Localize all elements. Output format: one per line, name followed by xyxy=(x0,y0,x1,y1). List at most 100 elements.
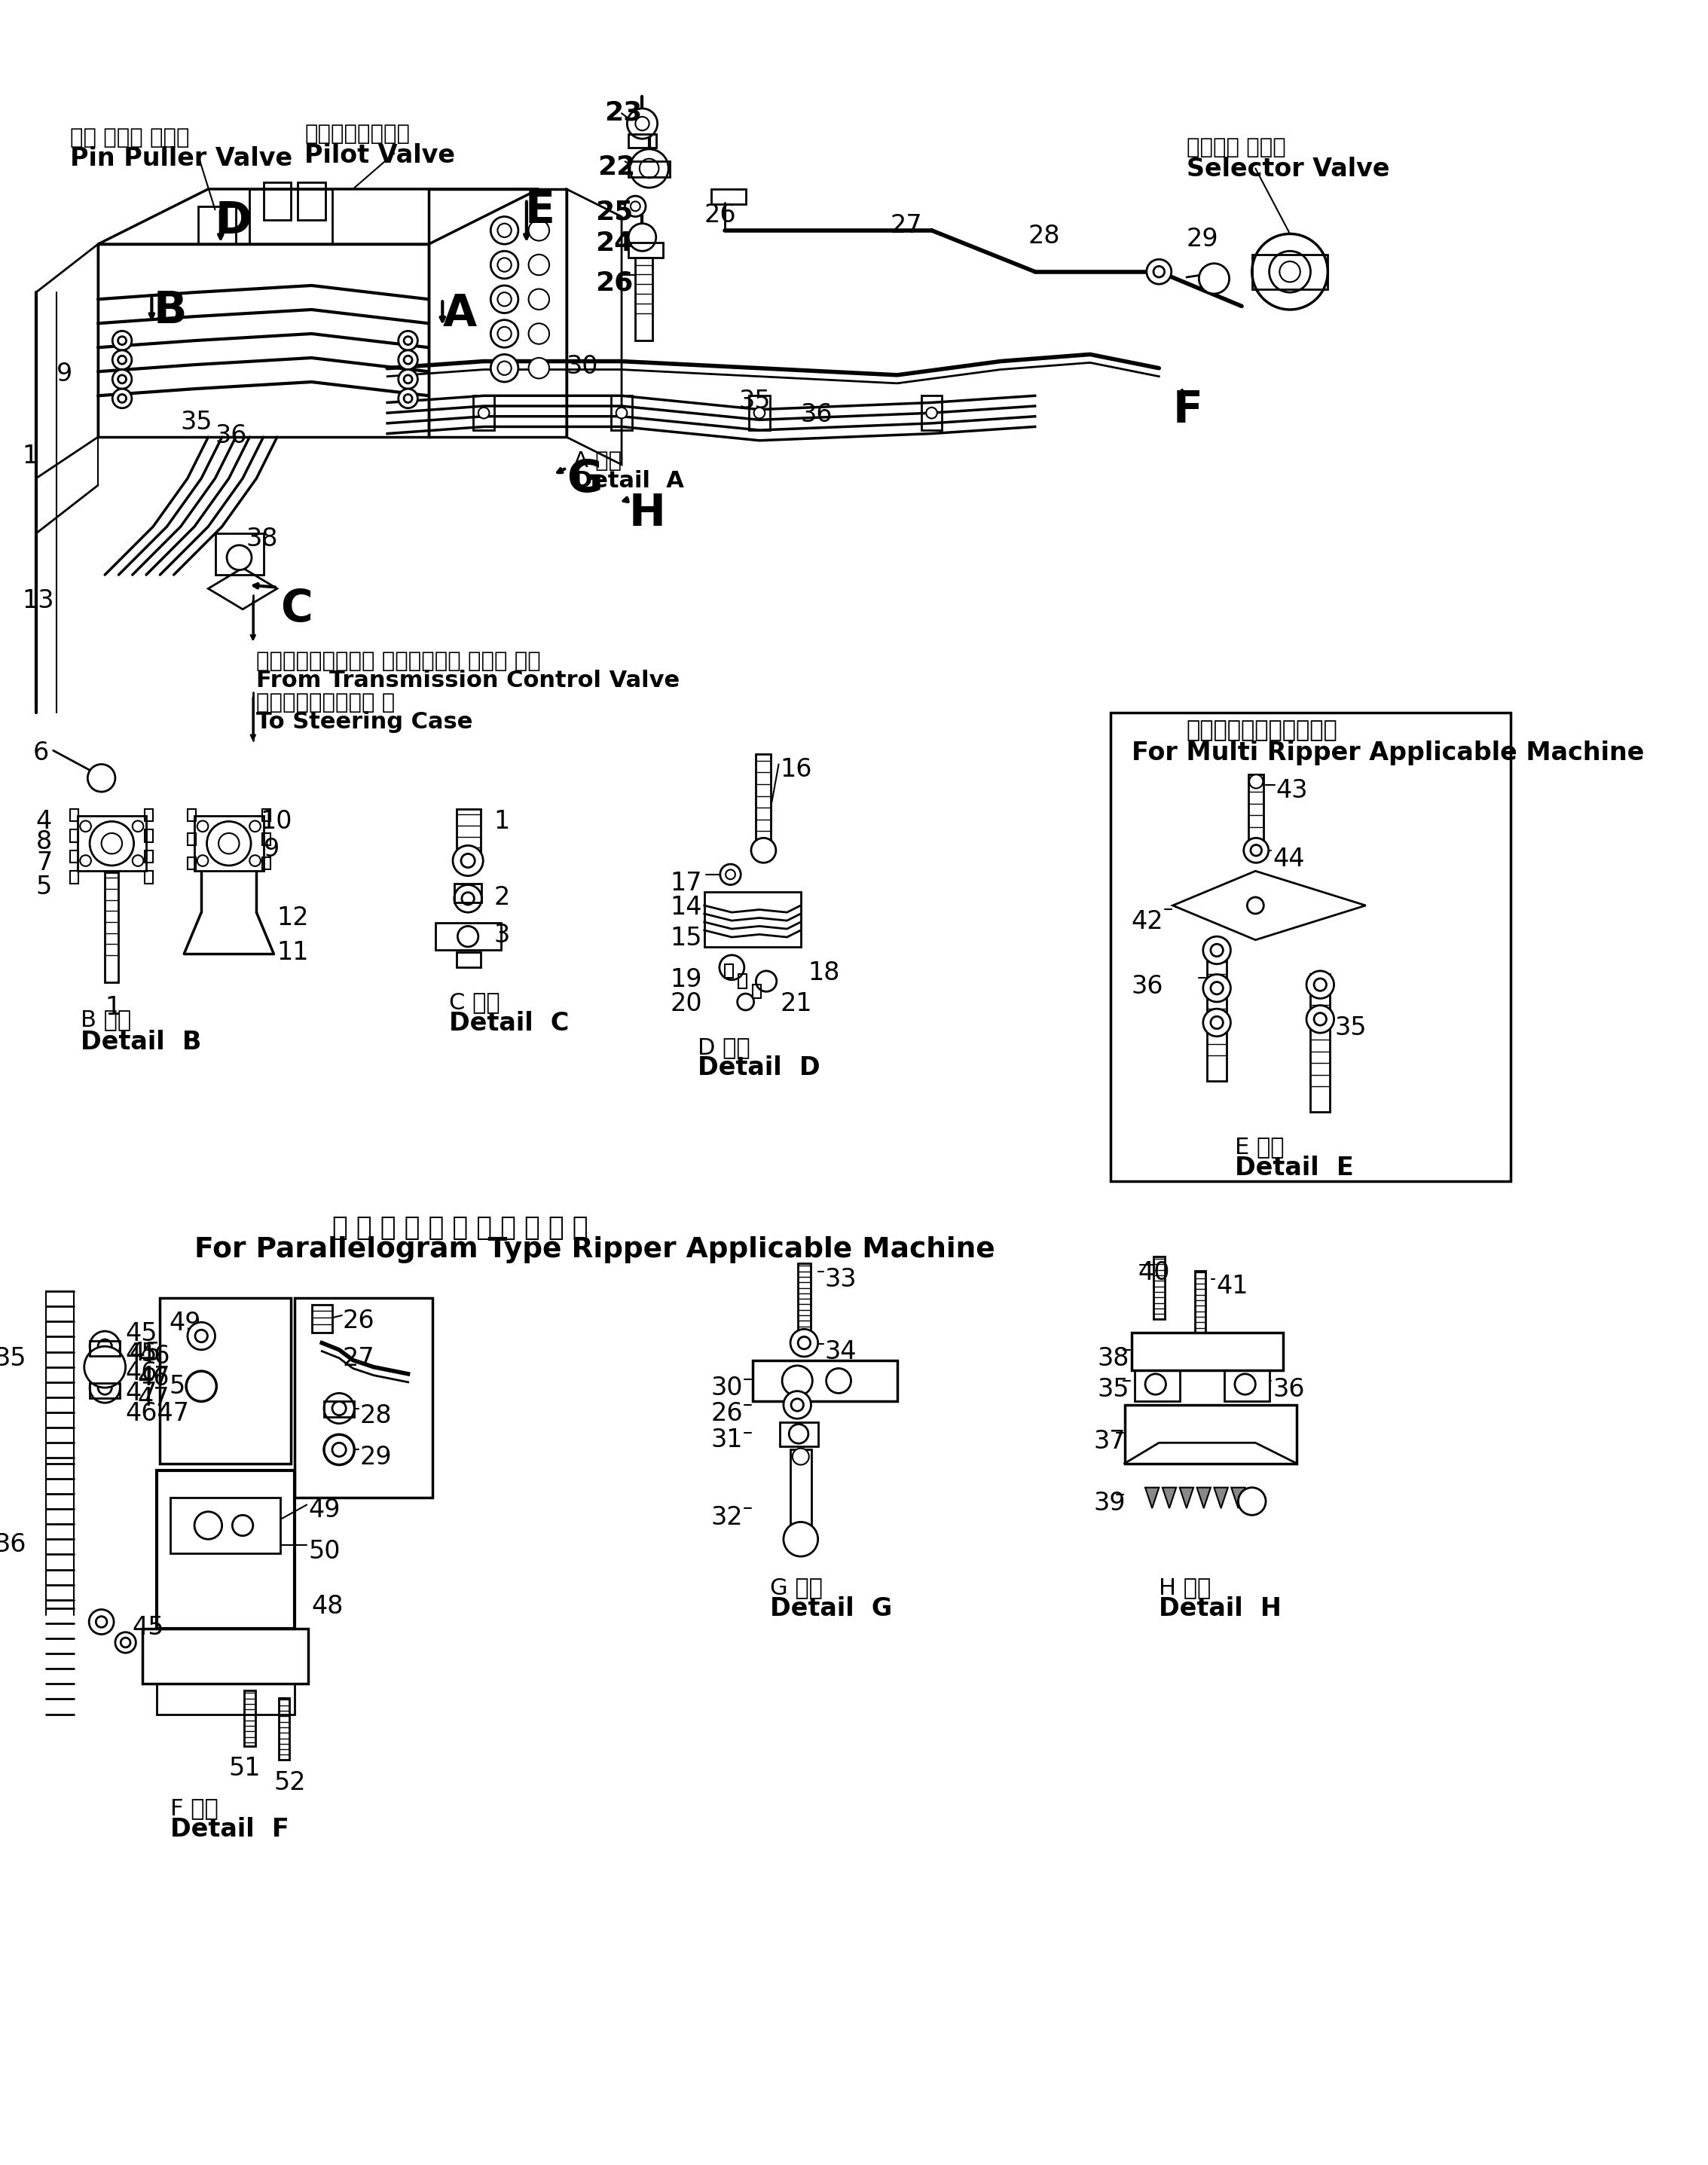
Text: 2: 2 xyxy=(494,885,511,909)
Circle shape xyxy=(639,158,659,178)
Text: 47: 47 xyxy=(126,1381,157,1405)
Circle shape xyxy=(461,892,475,905)
Circle shape xyxy=(1144,1375,1167,1394)
Bar xyxy=(145,870,154,883)
Bar xyxy=(629,162,670,178)
Circle shape xyxy=(1202,974,1231,1002)
Bar xyxy=(454,883,482,903)
Circle shape xyxy=(118,336,126,344)
Circle shape xyxy=(528,323,550,344)
Text: トランスミッション コントロール バルブ から: トランスミッション コントロール バルブ から xyxy=(256,652,541,671)
Text: 23: 23 xyxy=(605,100,642,126)
Circle shape xyxy=(757,970,777,992)
Text: 45: 45 xyxy=(133,1615,164,1639)
Circle shape xyxy=(1307,970,1334,998)
Polygon shape xyxy=(1163,1487,1177,1509)
Circle shape xyxy=(133,855,143,866)
Circle shape xyxy=(497,223,511,238)
Bar xyxy=(311,1305,333,1331)
Circle shape xyxy=(630,149,668,188)
Text: セレクタ バルブ: セレクタ バルブ xyxy=(1187,136,1286,158)
Circle shape xyxy=(752,838,775,864)
Circle shape xyxy=(1202,1009,1231,1037)
Text: 1: 1 xyxy=(104,996,121,1020)
Text: 28: 28 xyxy=(1028,223,1061,249)
Circle shape xyxy=(1211,944,1223,957)
Circle shape xyxy=(113,331,132,351)
Text: 22: 22 xyxy=(598,154,635,180)
Text: 固 定 式 リ ッ パ 装 着 車 専 用: 固 定 式 リ ッ パ 装 着 車 専 用 xyxy=(333,1215,588,1241)
Bar xyxy=(921,396,943,431)
Text: 39: 39 xyxy=(1093,1492,1126,1516)
Text: G 詳細: G 詳細 xyxy=(770,1576,822,1600)
Text: 50: 50 xyxy=(307,1539,340,1563)
Circle shape xyxy=(497,362,511,375)
Circle shape xyxy=(490,286,518,314)
Circle shape xyxy=(91,1331,120,1362)
Text: 17: 17 xyxy=(670,870,702,896)
Circle shape xyxy=(333,1442,347,1457)
Bar xyxy=(145,810,154,821)
Circle shape xyxy=(325,1435,354,1466)
Polygon shape xyxy=(1231,1487,1245,1509)
Text: E: E xyxy=(524,188,555,232)
Circle shape xyxy=(398,390,418,409)
Bar xyxy=(70,829,79,842)
Circle shape xyxy=(403,355,412,364)
Bar xyxy=(261,857,270,870)
Circle shape xyxy=(101,834,121,853)
Text: 37: 37 xyxy=(1093,1429,1126,1455)
Text: B 詳細: B 詳細 xyxy=(80,1009,132,1031)
Bar xyxy=(161,1299,290,1464)
Text: 1: 1 xyxy=(494,810,511,834)
Bar xyxy=(195,816,263,870)
Text: 35: 35 xyxy=(181,409,213,435)
Text: 35: 35 xyxy=(1334,1015,1366,1041)
Text: D 詳細: D 詳細 xyxy=(697,1037,750,1059)
Circle shape xyxy=(196,855,208,866)
Circle shape xyxy=(635,117,649,130)
Text: 36: 36 xyxy=(0,1533,27,1557)
Bar xyxy=(629,134,656,147)
Circle shape xyxy=(528,221,550,240)
Circle shape xyxy=(789,1425,808,1444)
Bar xyxy=(1110,712,1510,1180)
Circle shape xyxy=(926,407,938,418)
Circle shape xyxy=(1313,979,1327,992)
Circle shape xyxy=(453,847,483,877)
Circle shape xyxy=(798,1336,810,1349)
Text: E 詳細: E 詳細 xyxy=(1235,1137,1284,1158)
Bar xyxy=(249,188,333,245)
Bar xyxy=(781,1422,818,1446)
Circle shape xyxy=(528,288,550,310)
Circle shape xyxy=(1146,260,1172,284)
Text: 10: 10 xyxy=(260,810,292,834)
Circle shape xyxy=(114,1632,137,1652)
Text: 26: 26 xyxy=(711,1401,743,1427)
Bar xyxy=(188,857,196,870)
Circle shape xyxy=(249,855,261,866)
Circle shape xyxy=(403,375,412,383)
Bar xyxy=(70,810,79,821)
Circle shape xyxy=(1249,775,1262,788)
Circle shape xyxy=(398,331,418,351)
Circle shape xyxy=(1243,838,1269,864)
Circle shape xyxy=(528,255,550,275)
Polygon shape xyxy=(1180,1487,1194,1509)
Bar xyxy=(297,182,325,221)
Circle shape xyxy=(113,351,132,370)
Text: 18: 18 xyxy=(808,961,840,985)
Text: 28: 28 xyxy=(360,1403,391,1429)
Text: H: H xyxy=(629,491,666,535)
Text: 49: 49 xyxy=(307,1498,340,1522)
Text: 30: 30 xyxy=(711,1375,743,1401)
Text: 12: 12 xyxy=(277,905,309,931)
Text: A: A xyxy=(442,292,477,336)
Bar xyxy=(456,810,480,857)
Circle shape xyxy=(753,407,765,418)
Circle shape xyxy=(490,355,518,381)
Circle shape xyxy=(497,292,511,305)
Bar xyxy=(753,1360,897,1401)
Text: 5: 5 xyxy=(36,875,51,898)
Text: Detail  H: Detail H xyxy=(1160,1596,1281,1622)
